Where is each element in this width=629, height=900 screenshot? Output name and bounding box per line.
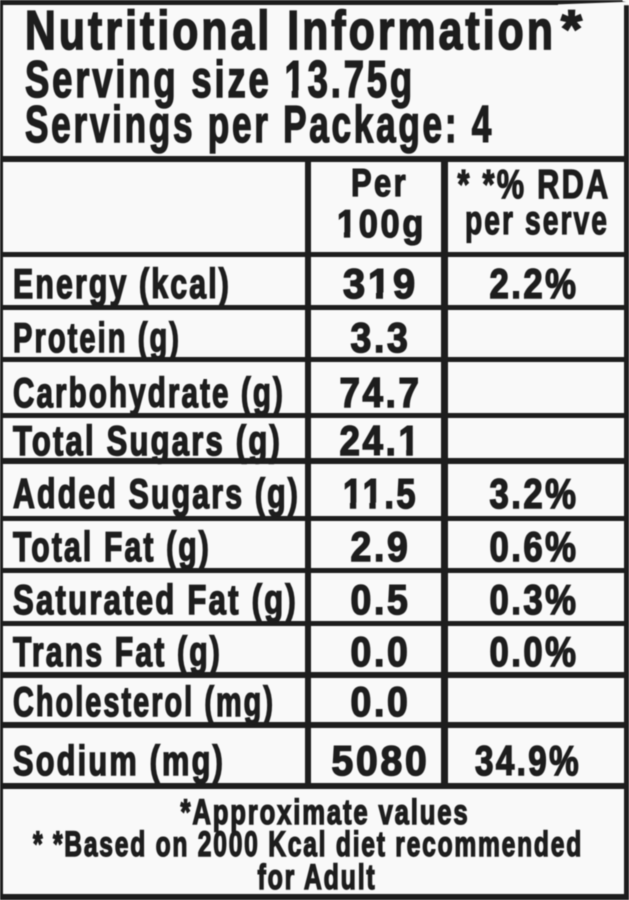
svg-text:Added Sugars (g): Added Sugars (g) <box>13 470 300 517</box>
svg-text:Total Sugars (g): Total Sugars (g) <box>13 417 282 464</box>
svg-text:0.0%: 0.0% <box>490 628 579 675</box>
svg-text:per serve: per serve <box>465 197 609 243</box>
svg-text:74.7: 74.7 <box>340 369 422 416</box>
svg-text:*Approximate values: *Approximate values <box>181 793 470 832</box>
svg-text:2.9: 2.9 <box>351 523 411 570</box>
svg-text:5080: 5080 <box>332 737 430 784</box>
svg-text:319: 319 <box>343 260 418 307</box>
svg-text:* *Based on 2000 Kcal diet rec: * *Based on 2000 Kcal diet recommended <box>33 825 583 864</box>
svg-text:2.2%: 2.2% <box>490 260 579 307</box>
svg-text:Sodium (mg): Sodium (mg) <box>13 737 225 784</box>
svg-text:Servings per Package: 4: Servings per Package: 4 <box>25 96 494 154</box>
svg-text:0.3%: 0.3% <box>490 576 579 623</box>
svg-text:* *% RDA: * *% RDA <box>458 161 611 207</box>
svg-text:Nutritional Information: Nutritional Information <box>25 0 556 61</box>
svg-text:34.9%: 34.9% <box>475 737 581 784</box>
svg-text:Energy (kcal): Energy (kcal) <box>13 260 231 307</box>
svg-text:3.3: 3.3 <box>351 314 411 361</box>
svg-text:Carbohydrate (g): Carbohydrate (g) <box>13 369 285 416</box>
svg-text:for Adult: for Adult <box>258 858 377 897</box>
svg-text:Trans Fat (g): Trans Fat (g) <box>13 628 222 675</box>
svg-text:24.1: 24.1 <box>340 417 422 464</box>
svg-text:0.0: 0.0 <box>351 628 411 675</box>
svg-text:Cholesterol (mg): Cholesterol (mg) <box>13 678 275 725</box>
svg-text:Total Fat (g): Total Fat (g) <box>13 523 211 570</box>
svg-text:0.6%: 0.6% <box>490 523 579 570</box>
svg-text:Saturated Fat (g): Saturated Fat (g) <box>13 576 298 623</box>
svg-text:0.0: 0.0 <box>351 678 411 725</box>
svg-text:Per: Per <box>351 162 408 205</box>
svg-text:Serving size 13.75g: Serving size 13.75g <box>25 51 415 109</box>
svg-text:Protein (g): Protein (g) <box>13 314 181 361</box>
svg-text:0.5: 0.5 <box>351 576 411 623</box>
svg-text:3.2%: 3.2% <box>490 470 579 517</box>
svg-text:*: * <box>561 0 582 59</box>
